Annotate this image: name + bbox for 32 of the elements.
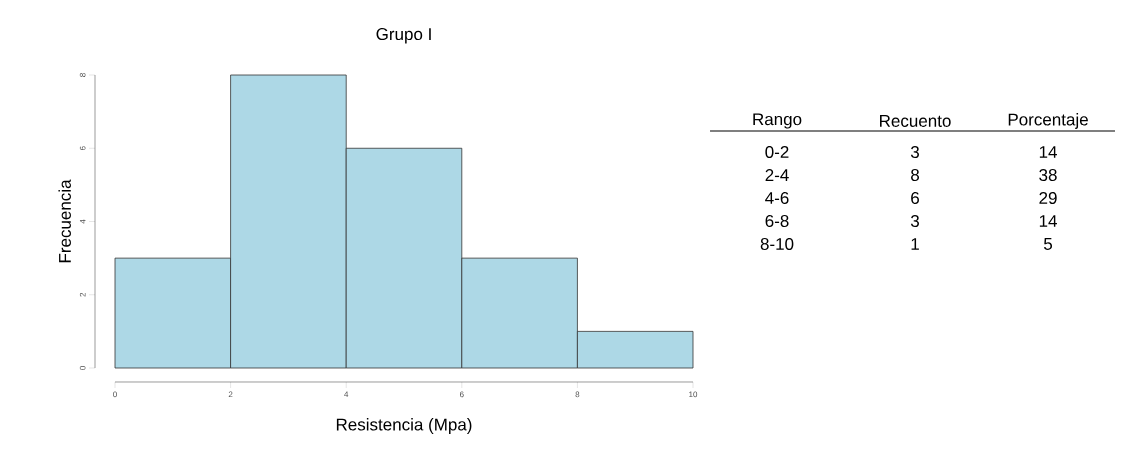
text: Rango [753, 113, 802, 129]
text: 14 [1039, 215, 1057, 227]
text: 3 [910, 145, 919, 159]
text: 4-6 [765, 191, 789, 205]
text: 8-10 [760, 237, 794, 251]
text: 8 [911, 168, 920, 182]
x-tick-label: 0 [113, 391, 117, 398]
y-tick-label: 4 [79, 219, 86, 224]
text: 29 [1039, 191, 1057, 205]
chart-title: Grupo I [376, 28, 431, 44]
text: Porcentaje [1008, 113, 1088, 129]
x-axis-title: Resistencia (Mpa) [336, 418, 472, 434]
y-tick-label: 6 [79, 146, 86, 151]
text: 2-4 [765, 169, 789, 181]
text: 6 [911, 191, 919, 205]
text: 14 [1039, 146, 1057, 158]
text: 5 [1043, 238, 1053, 250]
text: 38 [1039, 168, 1057, 182]
text: 3 [910, 214, 919, 228]
x-tick-label: 4 [344, 391, 349, 398]
y-tick-label: 8 [79, 73, 86, 77]
text: 0-2 [765, 145, 789, 159]
text: Recuento [880, 115, 951, 127]
y-tick-label: 2 [79, 292, 86, 297]
x-tick-label: 8 [575, 391, 580, 398]
x-tick-label: 6 [459, 391, 464, 398]
x-tick-label: 2 [228, 391, 233, 398]
y-axis-title: Frecuencia [58, 179, 71, 263]
text: 1 [911, 238, 919, 250]
text: 6-8 [765, 214, 789, 228]
x-tick-label: 10 [689, 391, 698, 398]
y-tick-label: 0 [79, 366, 86, 370]
